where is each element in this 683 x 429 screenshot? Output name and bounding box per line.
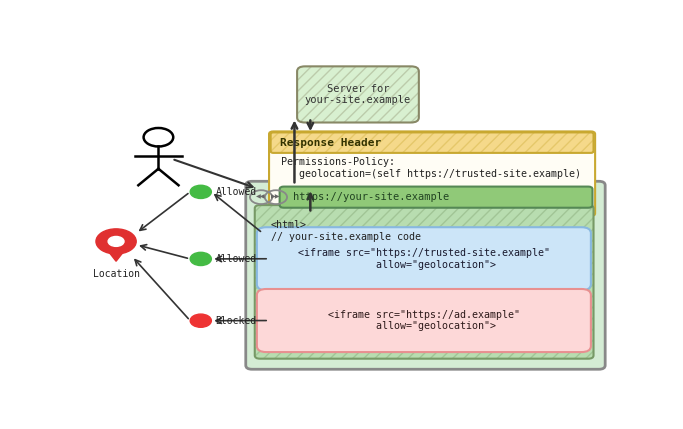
- Text: Allowed: Allowed: [216, 254, 257, 264]
- Text: Response Header: Response Header: [279, 138, 381, 148]
- Circle shape: [190, 314, 211, 327]
- Text: Location: Location: [93, 269, 139, 279]
- FancyBboxPatch shape: [257, 227, 591, 290]
- Text: <iframe src="https://ad.example"
    allow="geolocation">: <iframe src="https://ad.example" allow="…: [328, 310, 520, 331]
- Text: ▶▶: ▶▶: [271, 195, 281, 199]
- Text: Blocked: Blocked: [216, 316, 257, 326]
- Circle shape: [108, 236, 124, 246]
- FancyBboxPatch shape: [279, 187, 592, 208]
- Text: <html>
// your-site.example code: <html> // your-site.example code: [270, 220, 421, 242]
- Text: ◀◀: ◀◀: [256, 195, 266, 199]
- FancyBboxPatch shape: [297, 66, 419, 123]
- Circle shape: [190, 252, 211, 266]
- FancyBboxPatch shape: [270, 133, 594, 153]
- Circle shape: [96, 229, 136, 254]
- FancyBboxPatch shape: [255, 205, 594, 359]
- Text: Server for
your-site.example: Server for your-site.example: [305, 84, 411, 105]
- FancyBboxPatch shape: [257, 289, 591, 352]
- Text: https://your-site.example: https://your-site.example: [294, 192, 449, 202]
- Circle shape: [190, 185, 211, 199]
- Text: Permissions-Policy:
   geolocation=(self https://trusted-site.example): Permissions-Policy: geolocation=(self ht…: [281, 157, 581, 179]
- Text: <iframe src="https://trusted-site.example"
    allow="geolocation">: <iframe src="https://trusted-site.exampl…: [298, 248, 550, 269]
- FancyBboxPatch shape: [269, 131, 595, 216]
- Polygon shape: [104, 246, 128, 261]
- Text: Allowed: Allowed: [216, 187, 257, 197]
- FancyBboxPatch shape: [246, 181, 605, 369]
